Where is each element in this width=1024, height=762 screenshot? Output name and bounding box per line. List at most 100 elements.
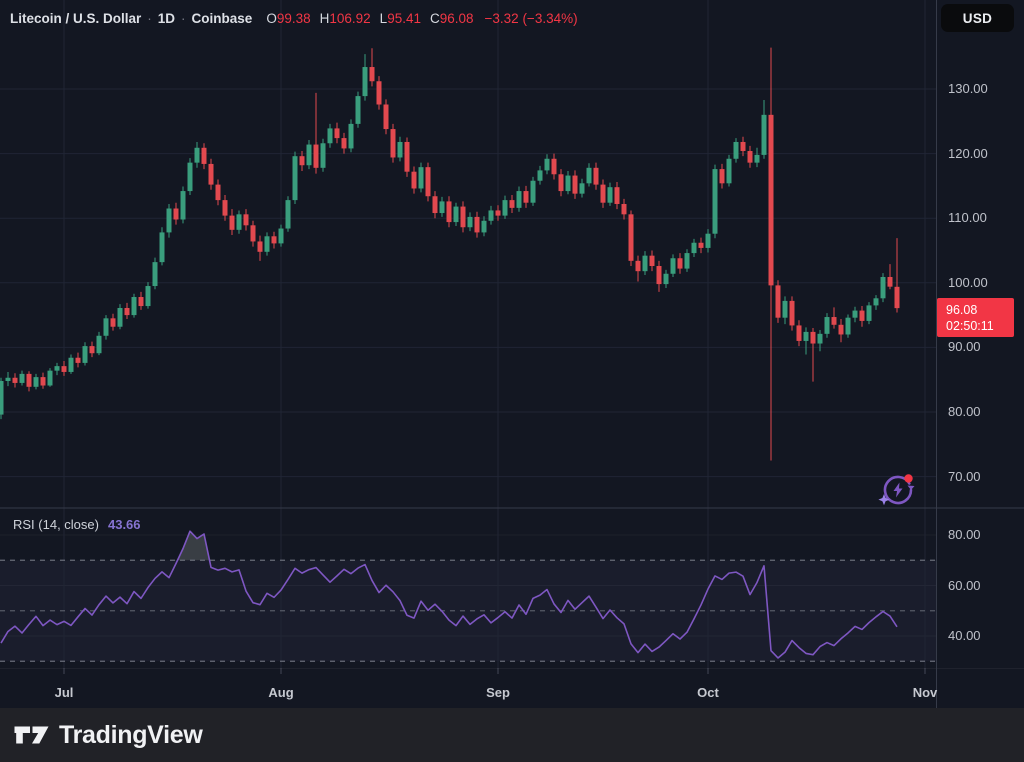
candle-body	[838, 324, 844, 335]
candle-body	[320, 143, 326, 168]
time-tick-label-nov: Nov	[912, 685, 938, 700]
candle-body	[390, 129, 396, 158]
price-tick-label: 110.00	[948, 210, 987, 226]
tradingview-logo-icon	[14, 726, 49, 744]
candle-body	[474, 216, 480, 233]
candle-body	[82, 346, 88, 363]
candle-body	[425, 167, 431, 197]
candle-body	[236, 214, 242, 230]
candle-body	[726, 158, 732, 184]
time-tick-label-aug: Aug	[268, 685, 294, 700]
time-tick-label-jul: Jul	[54, 685, 74, 700]
candle-body	[803, 331, 809, 341]
candle-body	[222, 200, 228, 216]
candle-body	[173, 208, 179, 220]
candle-body	[523, 191, 529, 203]
candle-body	[117, 307, 123, 327]
low-value: 95.41	[387, 10, 421, 26]
candle-body	[845, 317, 851, 335]
candle-body	[376, 81, 382, 105]
currency-toggle-button[interactable]: USD	[941, 4, 1014, 32]
candle-body	[754, 154, 760, 163]
candle-body	[26, 373, 32, 387]
candle-body	[47, 370, 53, 386]
refresh-status-icon[interactable]	[878, 474, 915, 506]
price-tick-label: 100.00	[948, 274, 988, 290]
candle-body	[628, 214, 634, 261]
price-tick-label: 90.00	[948, 339, 981, 355]
rsi-title: RSI (14, close)	[13, 517, 99, 532]
ohlc-values: O99.38 H106.92 L95.41 C96.08 −3.32 (−3.3…	[266, 11, 577, 26]
candle-body	[54, 366, 60, 371]
candle-body	[411, 171, 417, 189]
candle-body	[306, 144, 312, 166]
exchange-label[interactable]: Coinbase	[191, 10, 253, 26]
candle-body	[215, 184, 221, 201]
rsi-value: 43.66	[107, 517, 141, 532]
candle-body	[782, 300, 788, 318]
candle-body	[278, 228, 284, 244]
rsi-overbought-fill	[177, 531, 210, 561]
interval-label[interactable]: 1D	[157, 10, 176, 26]
rsi-tick-label: 80.00	[948, 527, 981, 542]
candle-body	[873, 298, 879, 306]
price-tick-label: 130.00	[948, 81, 988, 96]
time-tick-label-oct: Oct	[697, 685, 719, 700]
candle-body	[453, 206, 459, 223]
candle-body	[761, 114, 767, 155]
legend-separator: ·	[147, 10, 152, 26]
price-tick-label: 80.00	[948, 404, 981, 419]
candle-body	[397, 141, 403, 158]
candle-body	[733, 141, 739, 159]
candle-body	[12, 377, 18, 383]
candle-body	[544, 158, 550, 171]
candle-body	[817, 333, 823, 344]
candle-body	[110, 318, 116, 327]
candle-body	[432, 196, 438, 214]
candle-body	[257, 241, 263, 252]
candle-body	[649, 255, 655, 267]
candle-body	[789, 300, 795, 326]
candle-body	[740, 141, 746, 152]
candle-body	[670, 258, 676, 274]
candle-body	[334, 128, 340, 139]
change-value: −3.32 (−3.34%)	[484, 10, 578, 26]
candle-body	[705, 233, 711, 248]
candle-body	[383, 104, 389, 130]
candle-body	[89, 346, 95, 354]
candle-body	[551, 158, 557, 175]
candle-body	[565, 175, 571, 192]
rsi-line	[0, 530, 898, 659]
candle-body	[299, 156, 305, 166]
rsi-tick-label: 40.00	[948, 628, 981, 643]
candle-body	[446, 201, 452, 223]
rsi-legend[interactable]: RSI (14, close) 43.66	[13, 517, 141, 532]
candle-body	[187, 162, 193, 192]
candle-body	[362, 67, 368, 97]
candle-body	[439, 201, 445, 214]
candle-body	[166, 208, 172, 233]
candle-body	[159, 232, 165, 263]
candle-body	[768, 114, 774, 286]
candle-body	[96, 335, 102, 354]
candle-body	[579, 183, 585, 194]
candle-body	[61, 366, 67, 372]
candle-body	[313, 144, 319, 168]
candle-body	[250, 225, 256, 242]
candle-body	[712, 169, 718, 234]
tradingview-logo[interactable]: TradingView	[13, 721, 203, 750]
candle-body	[292, 156, 298, 201]
candle-body	[824, 317, 830, 334]
candle-body	[229, 215, 235, 230]
candle-body	[586, 167, 592, 184]
symbol-title[interactable]: Litecoin / U.S. Dollar	[10, 10, 142, 26]
candle-body	[0, 380, 4, 415]
candle-body	[285, 200, 291, 229]
candle-body	[691, 242, 697, 254]
candle-body	[698, 242, 704, 248]
candle-body	[852, 310, 858, 318]
candle-body	[103, 318, 109, 336]
high-value: 106.92	[329, 10, 371, 26]
